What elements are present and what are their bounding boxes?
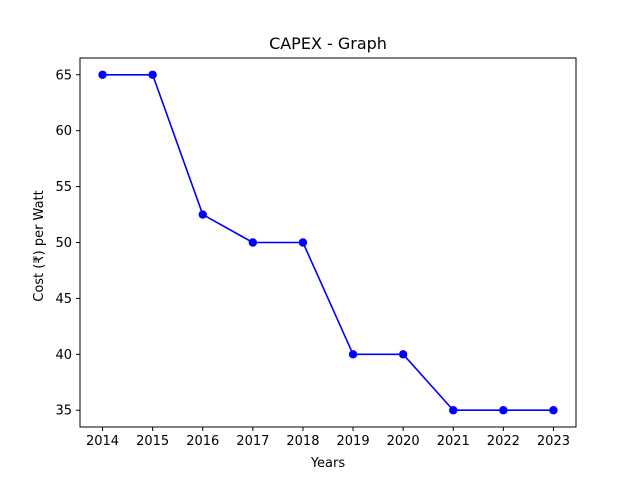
x-tick-label: 2020 (387, 434, 420, 449)
y-tick-label: 50 (55, 236, 72, 251)
x-tick-label: 2014 (86, 434, 119, 449)
x-tick-label: 2016 (186, 434, 219, 449)
plot-frame (79, 57, 577, 428)
y-tick-label: 40 (55, 348, 72, 363)
x-tick-label: 2023 (537, 434, 570, 449)
data-point (198, 210, 207, 219)
y-tick-label: 35 (55, 404, 72, 419)
data-point (98, 70, 107, 79)
x-axis-label: Years (310, 456, 346, 471)
x-tick-label: 2022 (487, 434, 520, 449)
data-point (449, 406, 458, 415)
data-point (398, 350, 408, 359)
x-tick-label: 2021 (437, 434, 470, 449)
x-tick-label: 2017 (236, 434, 269, 449)
y-tick-label: 65 (55, 68, 72, 83)
chart-title: CAPEX - Graph (269, 34, 387, 53)
x-tick-label: 2018 (286, 434, 319, 449)
data-point (248, 238, 258, 247)
plot-area: 2014 2015 2016 2017 2018 2019 2020 2021 2022 2023… (55, 57, 577, 449)
data-point (148, 70, 157, 79)
y-tick-label: 60 (55, 124, 72, 139)
y-axis-label: Cost (₹) per Watt (32, 190, 47, 302)
y-tick-label: 45 (55, 292, 72, 307)
data-point (348, 350, 358, 359)
x-tick-label: 2019 (337, 434, 370, 449)
series-line (102, 73, 554, 412)
data-point (499, 406, 508, 415)
x-tick-label: 2015 (136, 434, 169, 449)
y-tick-label: 55 (55, 180, 72, 195)
data-point (298, 238, 308, 247)
data-point (549, 406, 558, 415)
